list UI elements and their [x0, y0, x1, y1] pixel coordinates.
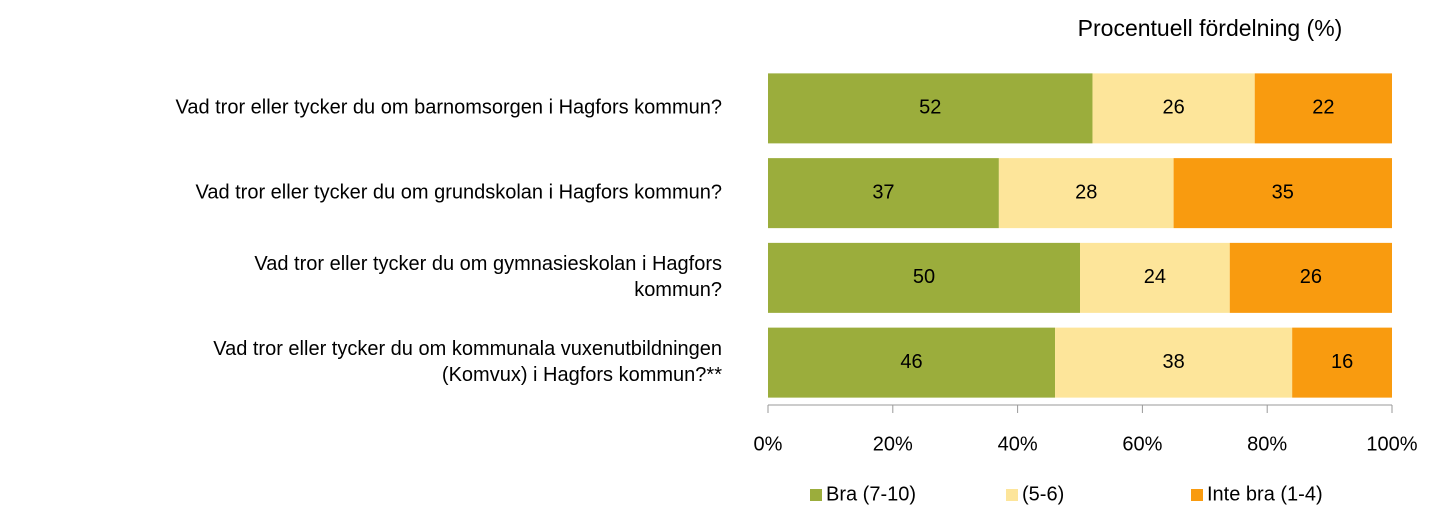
data-label: 24: [1144, 266, 1166, 288]
category-label: kommun?: [634, 279, 722, 301]
x-tick-label: 40%: [998, 433, 1038, 455]
x-tick-label: 100%: [1366, 433, 1417, 455]
category-label: Vad tror eller tycker du om barnomsorgen…: [175, 97, 722, 119]
legend-swatch: [1006, 489, 1018, 501]
category-label: Vad tror eller tycker du om gymnasieskol…: [254, 253, 722, 275]
data-label: 26: [1162, 97, 1184, 119]
x-tick-label: 80%: [1247, 433, 1287, 455]
data-label: 52: [919, 97, 941, 119]
bar-segment: [768, 73, 1093, 144]
data-label: 37: [872, 181, 894, 203]
x-tick-label: 60%: [1122, 433, 1162, 455]
category-label: Vad tror eller tycker du om grundskolan …: [195, 181, 722, 203]
legend-label: Inte bra (1-4): [1207, 483, 1323, 505]
data-label: 38: [1162, 351, 1184, 373]
bar-segment: [1092, 73, 1255, 144]
x-tick-label: 0%: [754, 433, 783, 455]
data-label: 50: [913, 266, 935, 288]
bar-segment: [1292, 327, 1392, 398]
category-label: (Komvux) i Hagfors kommun?**: [442, 364, 722, 386]
category-label: Vad tror eller tycker du om kommunala vu…: [213, 338, 722, 360]
bar-segment: [1173, 158, 1392, 229]
chart-title: Procentuell fördelning (%): [1078, 15, 1343, 41]
bar-segment: [1229, 242, 1392, 313]
legend-label: (5-6): [1022, 483, 1064, 505]
bar-segment: [768, 242, 1080, 313]
legend-swatch: [1191, 489, 1203, 501]
data-label: 35: [1272, 181, 1294, 203]
x-tick-label: 20%: [873, 433, 913, 455]
legend-swatch: [810, 489, 822, 501]
data-label: 46: [900, 351, 922, 373]
bar-segment: [1254, 73, 1392, 144]
data-label: 16: [1331, 351, 1353, 373]
bar-segment: [768, 327, 1056, 398]
bar-segment: [998, 158, 1174, 229]
bar-segment: [1055, 327, 1293, 398]
bar-segment: [1080, 242, 1230, 313]
data-label: 22: [1312, 97, 1334, 119]
data-label: 28: [1075, 181, 1097, 203]
legend-label: Bra (7-10): [826, 483, 916, 505]
bar-segment: [768, 158, 999, 229]
data-label: 26: [1300, 266, 1322, 288]
